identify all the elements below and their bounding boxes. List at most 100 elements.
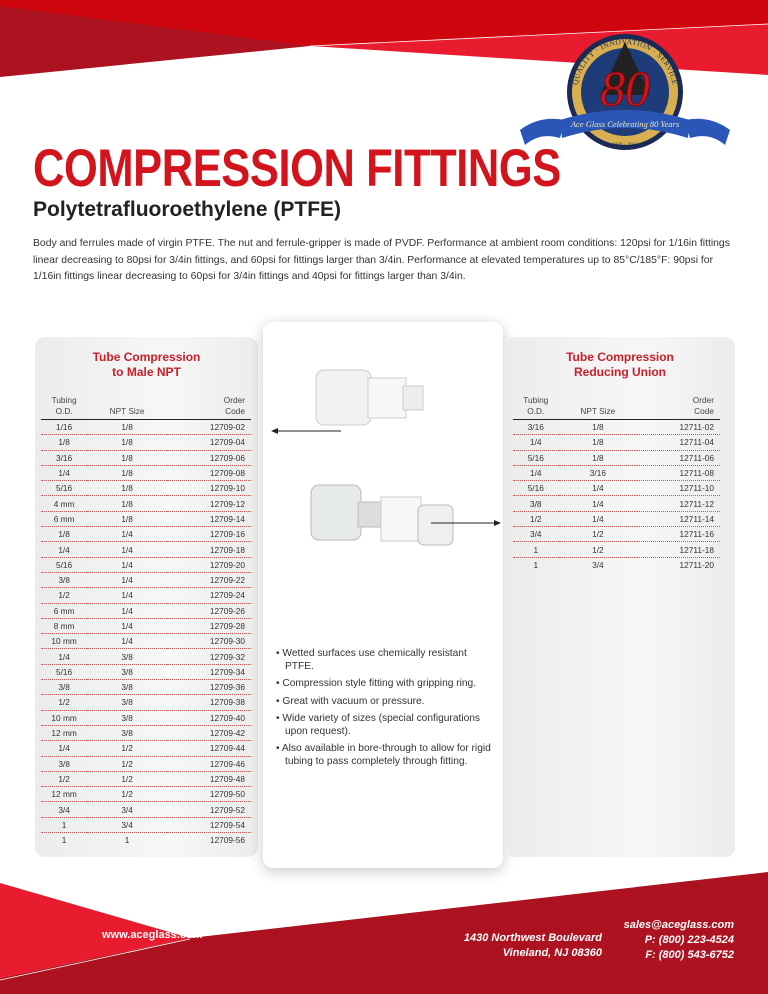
table-cell: 12711-02 [637, 419, 720, 436]
table-cell: 1/8 [558, 434, 638, 451]
table-row: 4 mm 1/8 12709-12 [41, 495, 251, 512]
arrow-left-icon [271, 428, 341, 434]
table-cell: 1/4 [87, 572, 167, 589]
table-cell: 3/8 [41, 679, 88, 696]
table-row: 5/16 1/8 12709-10 [41, 480, 251, 497]
table-cell: 12711-14 [637, 511, 720, 528]
table-cell: 10 mm [41, 633, 88, 650]
feature-item: • Great with vacuum or pressure. [276, 695, 425, 707]
table-cell: 12709-16 [166, 526, 251, 543]
table-row: 3/16 1/8 12709-06 [41, 450, 251, 466]
table-cell: 8 mm [41, 618, 88, 635]
table-cell: 12709-14 [166, 511, 251, 528]
table-cell: 1/2 [41, 771, 88, 788]
table-row: 5/16 1/4 12711-10 [513, 480, 720, 497]
arrow-right-icon [431, 520, 501, 526]
column-header: Order Code [166, 395, 251, 420]
table-cell: 10 mm [41, 710, 88, 726]
table-cell: 12709-34 [166, 664, 251, 681]
table-cell: 1/2 [87, 771, 167, 788]
address: 1430 Northwest Boulevard Vineland, NJ 083… [463, 932, 602, 959]
table-cell: 1/8 [41, 434, 88, 451]
reducing-union-title: Tube Compression Reducing Union [566, 350, 674, 379]
table-cell: 3/16 [41, 450, 88, 466]
table-cell: 4 mm [41, 495, 88, 512]
table-cell: 12709-46 [166, 756, 251, 772]
table-cell: 1/2 [558, 526, 638, 543]
male-npt-card: Tube Compression to Male NPT Tubing O.D. NP… [35, 337, 258, 857]
table-cell: 12709-32 [166, 648, 251, 665]
table-cell: 1/4 [41, 465, 88, 482]
male-npt-title: Tube Compression to Male NPT [92, 350, 201, 379]
table-cell: 5/16 [41, 664, 88, 681]
table-cell: 5/16 [41, 557, 88, 573]
table-cell: 6 mm [41, 603, 88, 619]
table-cell: 1/8 [41, 526, 88, 543]
table-cell: 1/2 [41, 694, 88, 711]
table-cell: 1/4 [513, 434, 559, 451]
table-cell: 1/4 [41, 740, 88, 757]
table-cell: 12709-38 [166, 694, 251, 711]
table-row: 1/4 3/16 12711-08 [513, 465, 720, 482]
table-cell: 12711-04 [637, 434, 720, 451]
table-cell: 1/2 [87, 740, 167, 757]
table-cell: 1/2 [513, 511, 559, 528]
feature-item: • Also available in bore-through to allo… [276, 743, 491, 767]
table-row: 3/8 1/4 12711-12 [513, 495, 720, 512]
table-cell: 1/4 [558, 495, 638, 512]
table-cell: 1/8 [87, 495, 167, 512]
table-cell: 12709-04 [166, 434, 251, 451]
table-cell: 1 [41, 817, 88, 834]
table-row: 10 mm 3/8 12709-40 [41, 710, 251, 726]
column-header: Tubing O.D. [41, 395, 88, 420]
table-cell: 12709-18 [166, 541, 251, 558]
table-cell: 12709-20 [166, 557, 251, 573]
table-cell: 1/4 [87, 603, 167, 619]
table-row: 6 mm 1/8 12709-14 [41, 511, 251, 528]
table-row: 5/16 1/4 12709-20 [41, 557, 251, 573]
table-cell: 3/8 [41, 572, 88, 589]
table-row: 3/4 3/4 12709-52 [41, 801, 251, 818]
table-cell: 5/16 [513, 480, 559, 497]
table-row: 1/2 3/8 12709-38 [41, 694, 251, 711]
table-cell: 1/4 [513, 465, 559, 482]
table-row: 1 3/4 12709-54 [41, 817, 251, 834]
table-cell: 3/16 [513, 419, 559, 436]
table-cell: 6 mm [41, 511, 88, 528]
table-cell: 12711-10 [637, 480, 720, 497]
table-cell: 3/16 [558, 465, 638, 482]
table-cell: 1/2 [558, 541, 638, 558]
table-cell: 1/2 [87, 786, 167, 803]
table-cell: 3/4 [513, 526, 559, 543]
footer-banner [0, 872, 768, 994]
table-cell: 12709-12 [166, 495, 251, 512]
table-cell: 3/8 [87, 679, 167, 696]
table-cell: 1 [513, 541, 559, 558]
feature-list: • Wetted surfaces use chemically resista… [276, 648, 491, 773]
table-cell: 12709-44 [166, 740, 251, 757]
table-cell: 1/8 [87, 419, 167, 436]
table-cell: 12711-20 [679, 560, 714, 571]
table-cell: 3/8 [41, 756, 88, 772]
table-cell: 3/4 [87, 817, 167, 834]
table-row: 1/8 1/4 12709-16 [41, 526, 251, 543]
table-cell: 12709-36 [166, 679, 251, 696]
table-row: 3/8 1/4 12709-22 [41, 572, 251, 589]
male-npt-table: Tubing O.D. NPT Size Order Code 1/16 1/8 12709-… [41, 395, 251, 848]
page-title: COMPRESSION FITTINGS [33, 139, 561, 198]
table-cell: 12709-56 [209, 835, 245, 846]
table-row: 6 mm 1/4 12709-26 [41, 603, 251, 619]
table-cell: 1/4 [558, 480, 638, 497]
website-link[interactable]: www.aceglass.com [102, 929, 203, 941]
column-header: Tubing O.D. [513, 395, 559, 420]
table-cell: 1/4 [87, 557, 167, 573]
page-subtitle: Polytetrafluoroethylene (PTFE) [33, 198, 342, 221]
email-link[interactable]: sales@aceglass.com [623, 919, 734, 931]
table-cell: 12709-02 [166, 419, 251, 436]
table-cell: 12709-22 [166, 572, 251, 589]
column-header: NPT Size [558, 395, 638, 420]
table-cell: 1/4 [558, 511, 638, 528]
table-row: 3/16 1/8 12711-02 [513, 419, 720, 436]
table-row: 1/4 1/2 12709-44 [41, 740, 251, 757]
contact-info: sales@aceglass.com P: (800) 223-4524 F: (8… [600, 918, 734, 963]
